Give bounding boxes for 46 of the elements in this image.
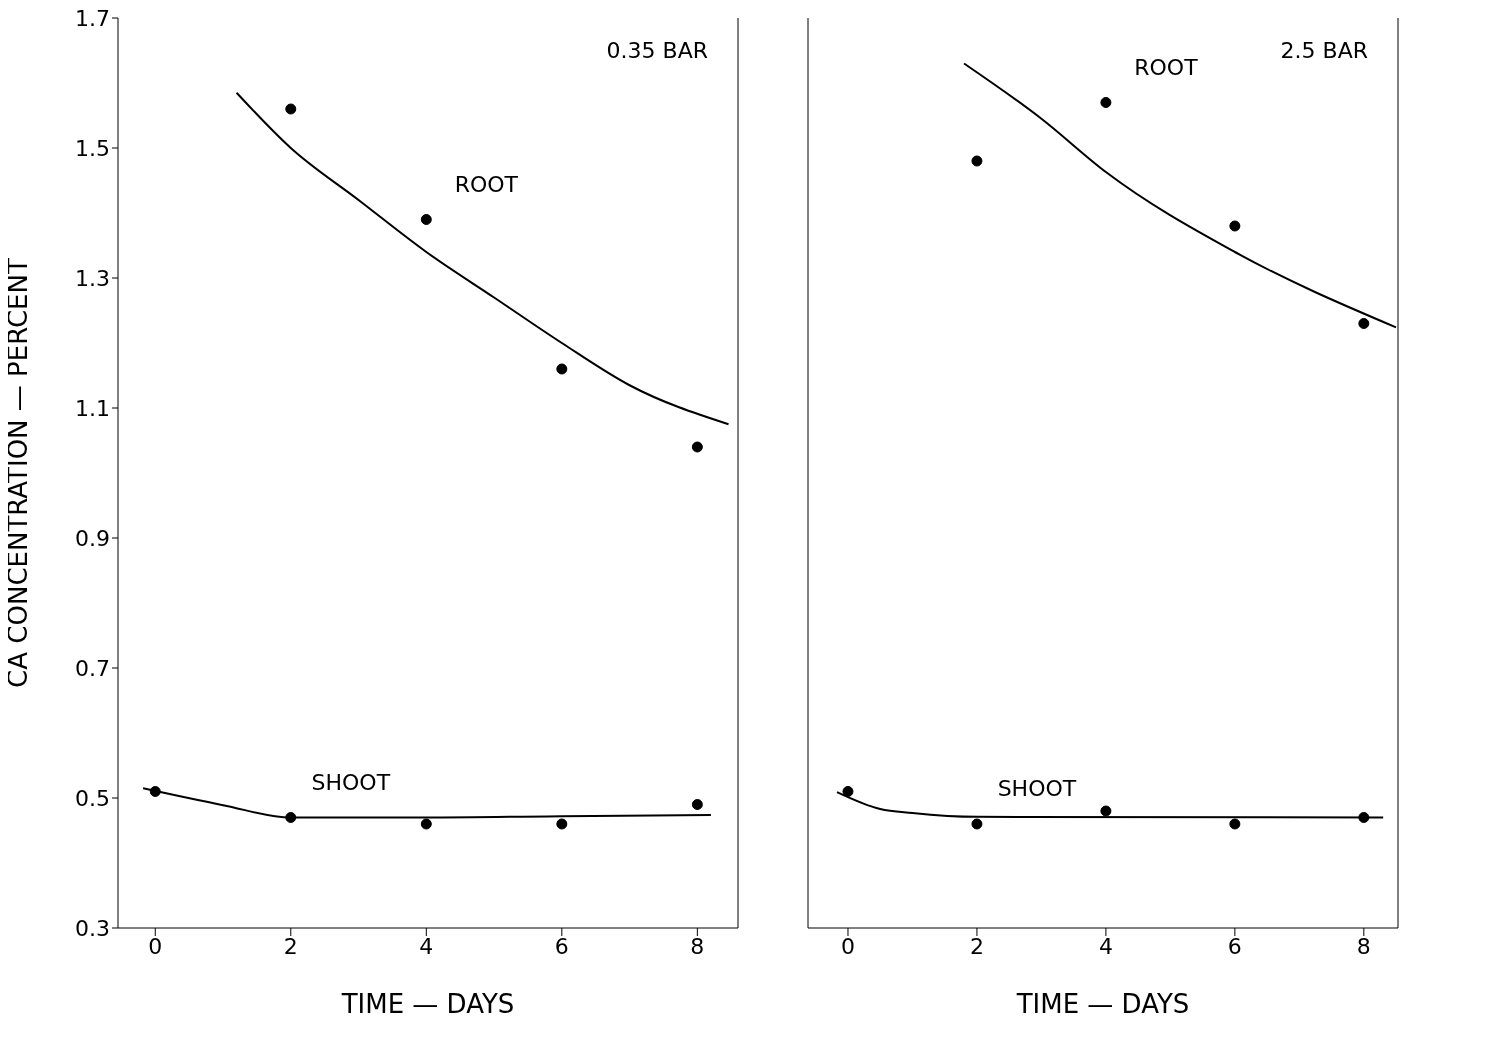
x-tick-label: 6 (554, 933, 569, 959)
point (1229, 818, 1241, 830)
x-tick-label: 8 (1356, 933, 1371, 959)
point (420, 214, 432, 225)
point (971, 818, 983, 830)
y-tick-label: 0.3 (75, 915, 110, 941)
point (420, 818, 432, 830)
point (556, 363, 568, 375)
point (1100, 805, 1112, 817)
line-series (235, 91, 730, 426)
y-tick-label: 0.5 (75, 785, 110, 811)
x-tick-label: 2 (969, 933, 984, 959)
y-axis-title: CA CONCENTRATION — PERCENT (3, 258, 34, 688)
point (556, 818, 568, 830)
point (1229, 220, 1241, 232)
y-tick-label: 1.7 (75, 5, 110, 31)
x-tick-label: 2 (283, 933, 298, 959)
x-tick-label: 0 (148, 933, 163, 959)
point (1358, 318, 1370, 329)
point (691, 799, 703, 810)
y-tick-label: 0.9 (75, 525, 110, 551)
x-tick-label: 0 (840, 933, 855, 959)
series-label: ROOT (1134, 54, 1199, 80)
point (842, 786, 854, 797)
y-tick-label: 1.3 (75, 265, 110, 291)
point (1358, 812, 1370, 823)
point (971, 155, 983, 167)
y-tick-label: 1.1 (75, 395, 110, 421)
annotation: 2.5 BAR (1280, 38, 1368, 63)
series-label: SHOOT (997, 776, 1077, 801)
x-axis-title: TIME — DAYS (340, 989, 515, 1019)
x-axis-title: TIME — DAYS (1015, 989, 1190, 1019)
annotation: 0.35 BAR (606, 38, 708, 63)
x-tick-label: 8 (690, 933, 705, 959)
series-label: SHOOT (311, 769, 391, 795)
point (1100, 97, 1112, 108)
x-tick-label: 4 (1098, 933, 1113, 959)
point (285, 812, 297, 823)
x-tick-label: 6 (1227, 933, 1242, 959)
y-tick-label: 1.5 (75, 135, 110, 161)
x-tick-label: 4 (419, 933, 434, 959)
y-tick-label: 0.7 (75, 655, 110, 681)
series-label: ROOT (454, 171, 519, 197)
point (149, 786, 161, 797)
point (285, 103, 297, 115)
point (691, 441, 703, 453)
